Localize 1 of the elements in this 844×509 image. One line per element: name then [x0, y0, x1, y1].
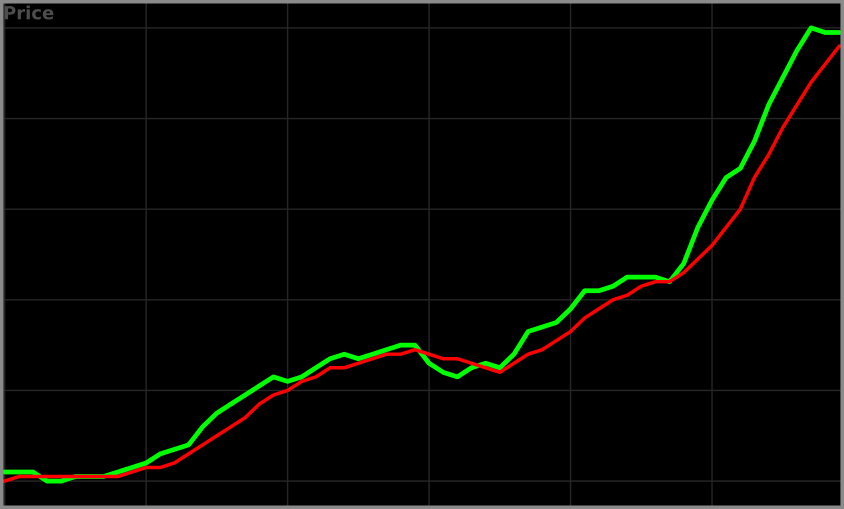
y-axis-title: Price	[4, 6, 54, 20]
